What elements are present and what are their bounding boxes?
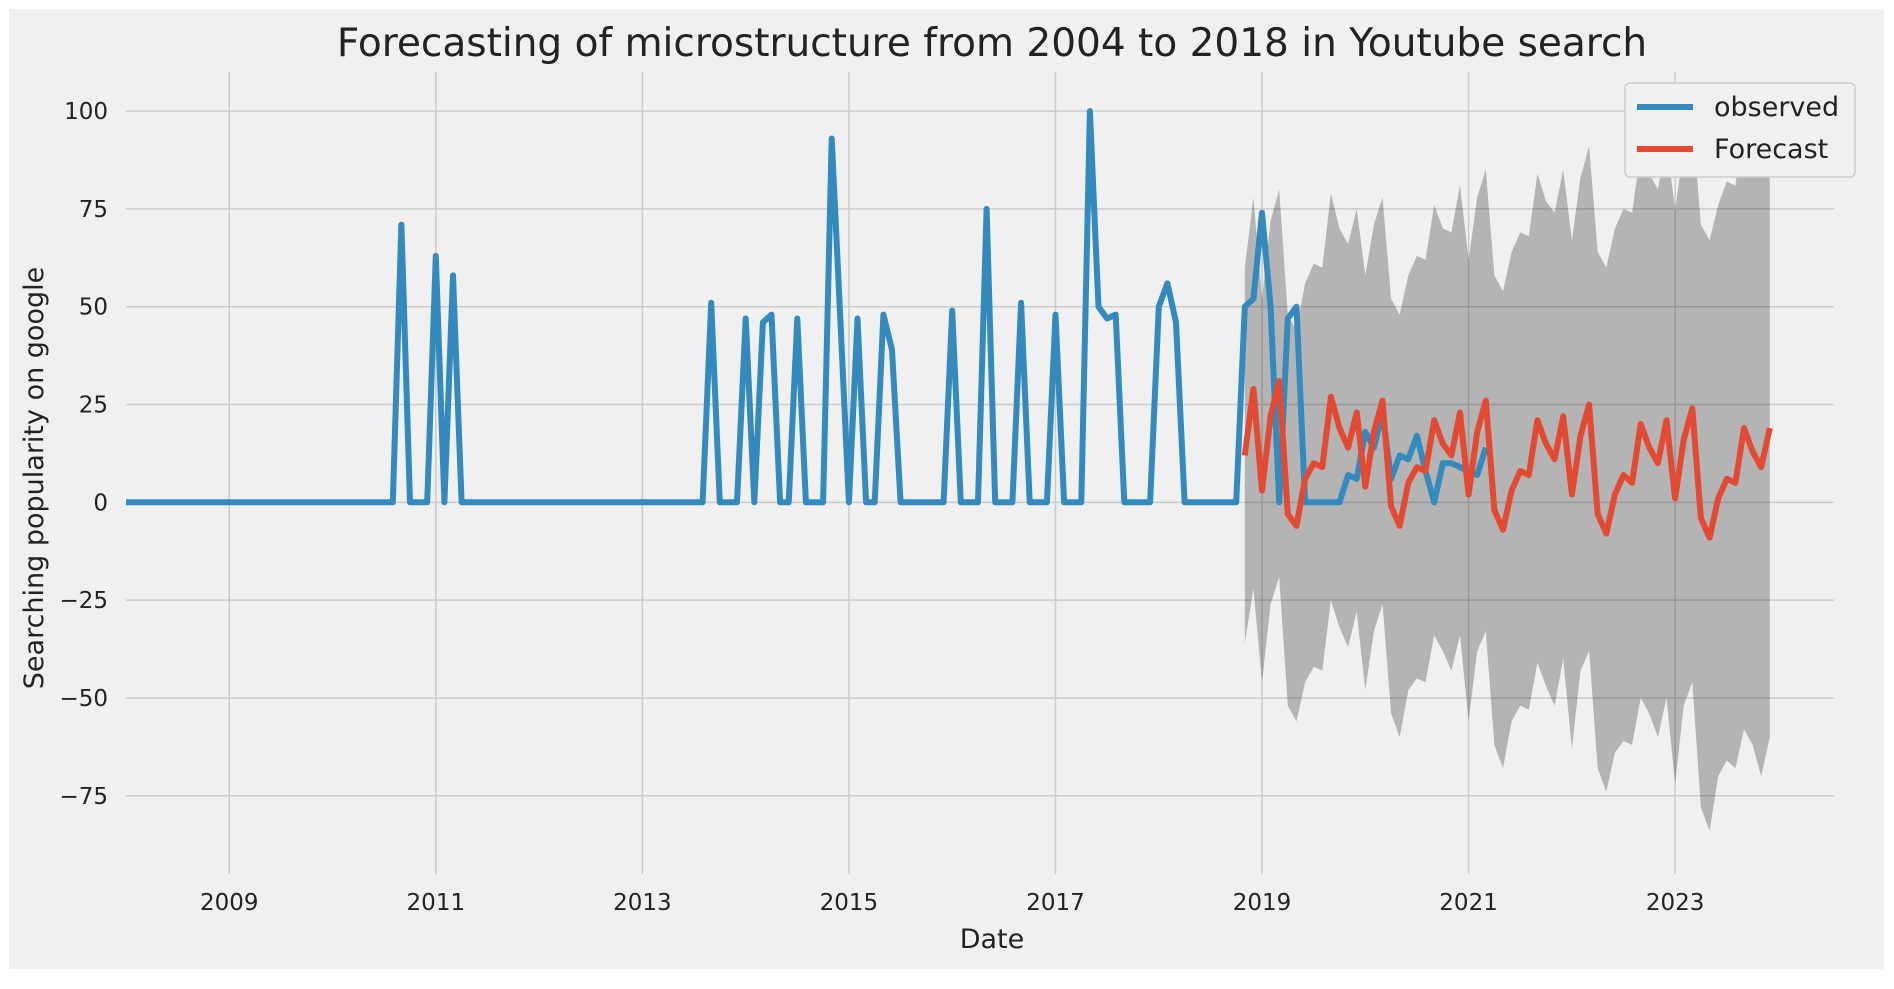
y-tick-label: −25 <box>59 588 108 614</box>
x-tick-label: 2013 <box>613 890 672 916</box>
x-axis-label: Date <box>960 924 1025 955</box>
x-tick-label: 2021 <box>1439 890 1498 916</box>
y-tick-label: −50 <box>59 686 108 712</box>
tick-labels: 100 75 50 25 0 −25 −50 −75 2009 2011 2013 2015 2017 2… <box>59 99 1704 916</box>
legend-label-forecast: Forecast <box>1714 134 1828 165</box>
x-tick-label: 2019 <box>1233 890 1292 916</box>
y-tick-label: 100 <box>64 99 108 125</box>
y-tick-label: 0 <box>93 490 108 516</box>
x-tick-label: 2009 <box>200 890 259 916</box>
series-lines <box>126 108 1773 541</box>
legend-label-observed: observed <box>1714 92 1839 123</box>
confidence-interval-band <box>1244 118 1770 831</box>
x-tick-label: 2015 <box>820 890 879 916</box>
confidence-band-forecast <box>1244 118 1770 831</box>
chart-title: Forecasting of microstructure from 2004 … <box>337 21 1647 66</box>
x-tick-label: 2017 <box>1026 890 1085 916</box>
series-line-forecast <box>1241 378 1773 541</box>
y-tick-label: 50 <box>79 295 108 321</box>
x-tick-label: 2011 <box>407 890 466 916</box>
y-tick-label: 25 <box>79 393 108 419</box>
series-line-observed <box>126 108 1489 506</box>
y-tick-label: −75 <box>59 784 108 810</box>
y-tick-label: 75 <box>79 197 108 223</box>
y-axis-label: Searching popularity on google <box>19 267 50 689</box>
x-tick-label: 2023 <box>1646 890 1705 916</box>
legend: observed Forecast <box>1624 82 1856 178</box>
